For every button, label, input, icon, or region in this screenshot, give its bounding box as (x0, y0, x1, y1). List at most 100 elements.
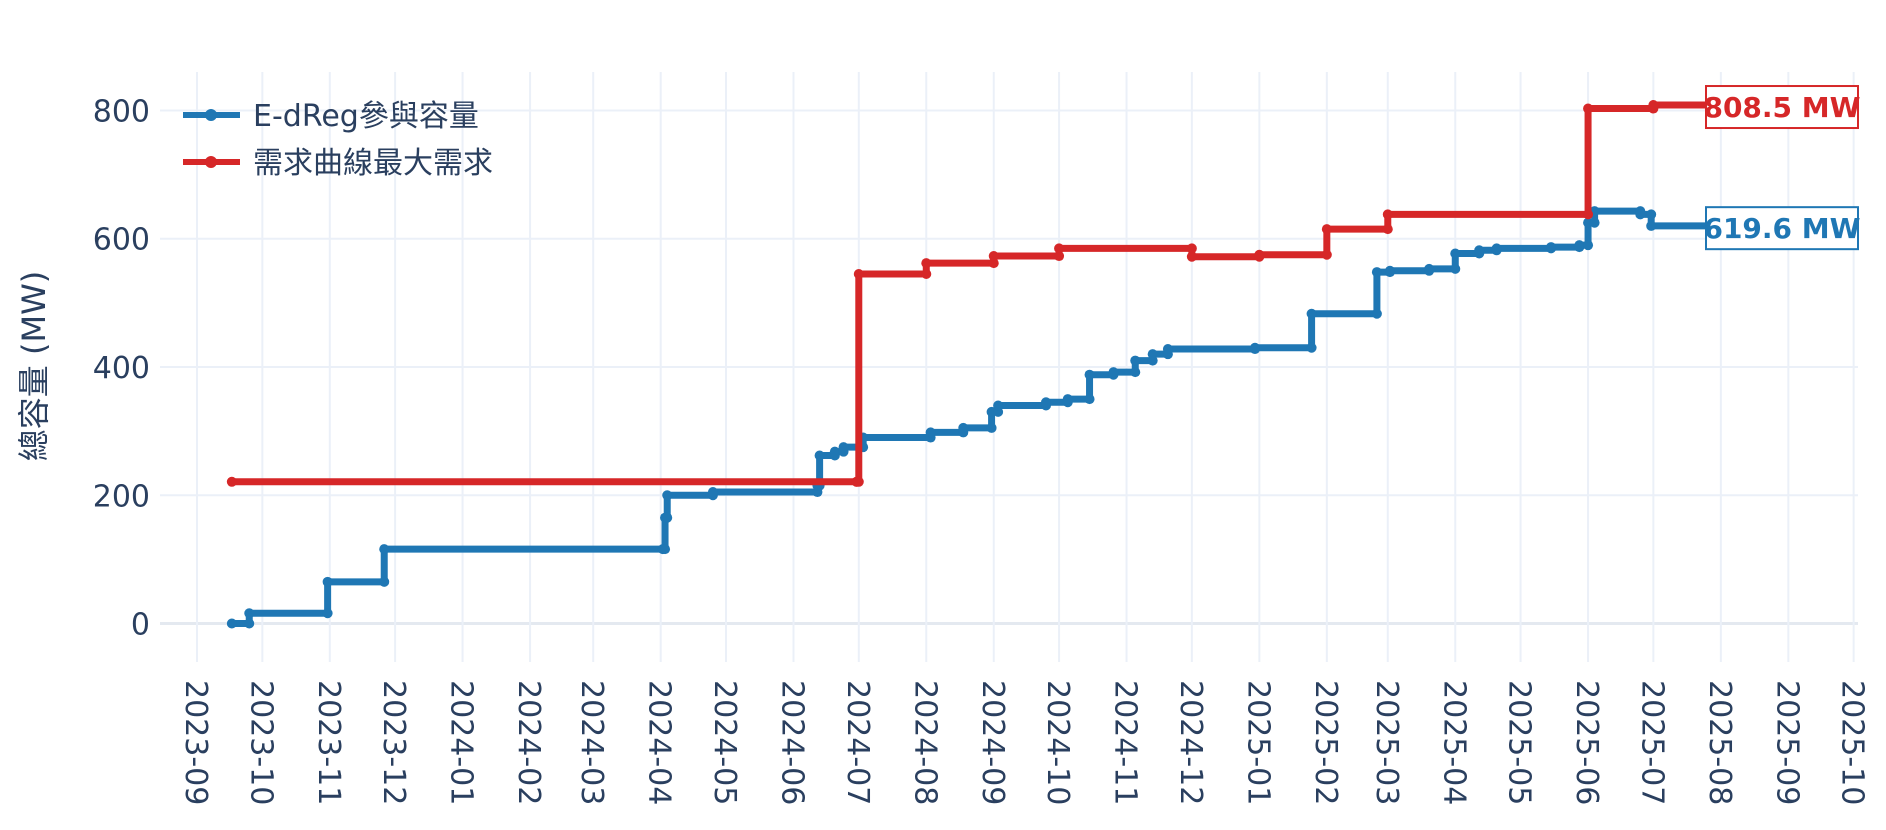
legend-label: 需求曲線最大需求 (253, 146, 493, 181)
series-point (993, 400, 1004, 411)
y-tick-label: 200 (93, 479, 150, 514)
series-point (853, 269, 864, 280)
x-axis: 2023-09 2023-10 2023-11 2023-12 2024-01 2024-… (178, 680, 1870, 805)
annotation-box (1705, 206, 1859, 251)
series-point (1084, 369, 1095, 380)
series-point (1384, 265, 1395, 276)
series-point (1108, 367, 1119, 378)
series-point (226, 476, 237, 487)
series-point (853, 476, 864, 487)
series-point (958, 422, 969, 433)
series-point (379, 576, 390, 587)
x-tick-label: 2025-09 (1769, 680, 1804, 805)
series-point (662, 512, 673, 523)
series-point (1371, 267, 1382, 278)
x-tick-label: 2024-01 (444, 680, 479, 805)
annotation-label: 619.6 MW (1703, 212, 1860, 245)
y-tick-label: 0 (131, 608, 150, 643)
series-point (814, 450, 825, 461)
x-tick-label: 2024-07 (840, 680, 875, 805)
series-point (1382, 224, 1393, 235)
series-point (986, 422, 997, 433)
series-point (1546, 242, 1557, 253)
legend-item[interactable]: 需求曲線最大需求 (183, 146, 493, 181)
series-point (1583, 209, 1594, 220)
annotations: 808.5 MW 619.6 MW (1703, 85, 1861, 251)
x-tick-label: 2024-08 (907, 680, 942, 805)
series-point (1306, 308, 1317, 319)
legend-label: E-dReg參與容量 (253, 99, 479, 134)
x-tick-label: 2025-06 (1569, 680, 1604, 805)
annotation-label: 808.5 MW (1703, 91, 1860, 124)
x-tick-label: 2025-04 (1436, 680, 1471, 805)
x-tick-label: 2023-11 (311, 680, 346, 805)
legend-swatch-marker (205, 156, 217, 168)
x-tick-label: 2025-05 (1502, 680, 1537, 805)
series-point (1162, 344, 1173, 355)
y-tick-label: 600 (93, 223, 150, 258)
series-point (244, 608, 255, 619)
x-tick-label: 2024-09 (975, 680, 1010, 805)
y-axis-title: 總容量 (MW) (15, 271, 53, 461)
series-point (1635, 209, 1646, 220)
series-point (662, 490, 673, 501)
legend-item[interactable]: E-dReg參與容量 (183, 99, 479, 134)
x-tick-label: 2025-01 (1240, 680, 1275, 805)
series-line-0 (228, 207, 1725, 628)
series-point (1646, 220, 1657, 231)
y-axis: 0 200 400 600 800 (93, 94, 150, 642)
series-point (1054, 243, 1065, 254)
x-tick-label: 2023-12 (376, 680, 411, 805)
series-point (1589, 217, 1600, 228)
series-point (921, 258, 932, 269)
series-point (1321, 249, 1332, 260)
series-point (988, 251, 999, 262)
value-annotation: 808.5 MW (1703, 85, 1861, 130)
x-tick-label: 2024-02 (511, 680, 546, 805)
series-point (838, 442, 849, 453)
x-tick-label: 2023-09 (178, 680, 213, 805)
series-point (1062, 394, 1073, 405)
legend-swatch-marker (205, 109, 217, 121)
series-point (1306, 342, 1317, 353)
x-tick-label: 2024-05 (707, 680, 742, 805)
series-point (1474, 245, 1485, 256)
x-tick-label: 2024-04 (642, 680, 677, 805)
y-tick-label: 800 (93, 94, 150, 129)
series-point (1583, 240, 1594, 251)
series-point (379, 544, 390, 555)
series-point (1254, 249, 1265, 260)
series-point (1574, 240, 1585, 251)
series-point (1186, 243, 1197, 254)
y-tick-label: 400 (93, 351, 150, 386)
series-point (1130, 367, 1141, 378)
series-point (660, 544, 671, 555)
x-tick-label: 2025-10 (1835, 680, 1870, 805)
x-tick-label: 2025-07 (1634, 680, 1669, 805)
series-point (1646, 209, 1657, 220)
x-tick-label: 2025-08 (1702, 680, 1737, 805)
series-point (226, 618, 237, 629)
series-point (1583, 103, 1594, 114)
x-tick-label: 2024-12 (1173, 680, 1208, 805)
series-point (1382, 209, 1393, 220)
series-point (925, 427, 936, 438)
series-point (1371, 308, 1382, 319)
series-point (1130, 355, 1141, 366)
series-point (1491, 243, 1502, 254)
value-annotation: 619.6 MW (1703, 206, 1861, 251)
grid (160, 72, 1858, 662)
x-tick-label: 2024-03 (574, 680, 609, 805)
series-point (921, 269, 932, 280)
series-point (1648, 100, 1659, 111)
series-point (1321, 224, 1332, 235)
annotation-box (1705, 85, 1859, 130)
x-tick-label: 2023-10 (243, 680, 278, 805)
series-point (1450, 263, 1461, 274)
series-point (1450, 248, 1461, 259)
series-point (1424, 263, 1435, 274)
x-tick-label: 2025-02 (1308, 680, 1343, 805)
series-layer (226, 100, 1726, 629)
series-point (988, 258, 999, 269)
